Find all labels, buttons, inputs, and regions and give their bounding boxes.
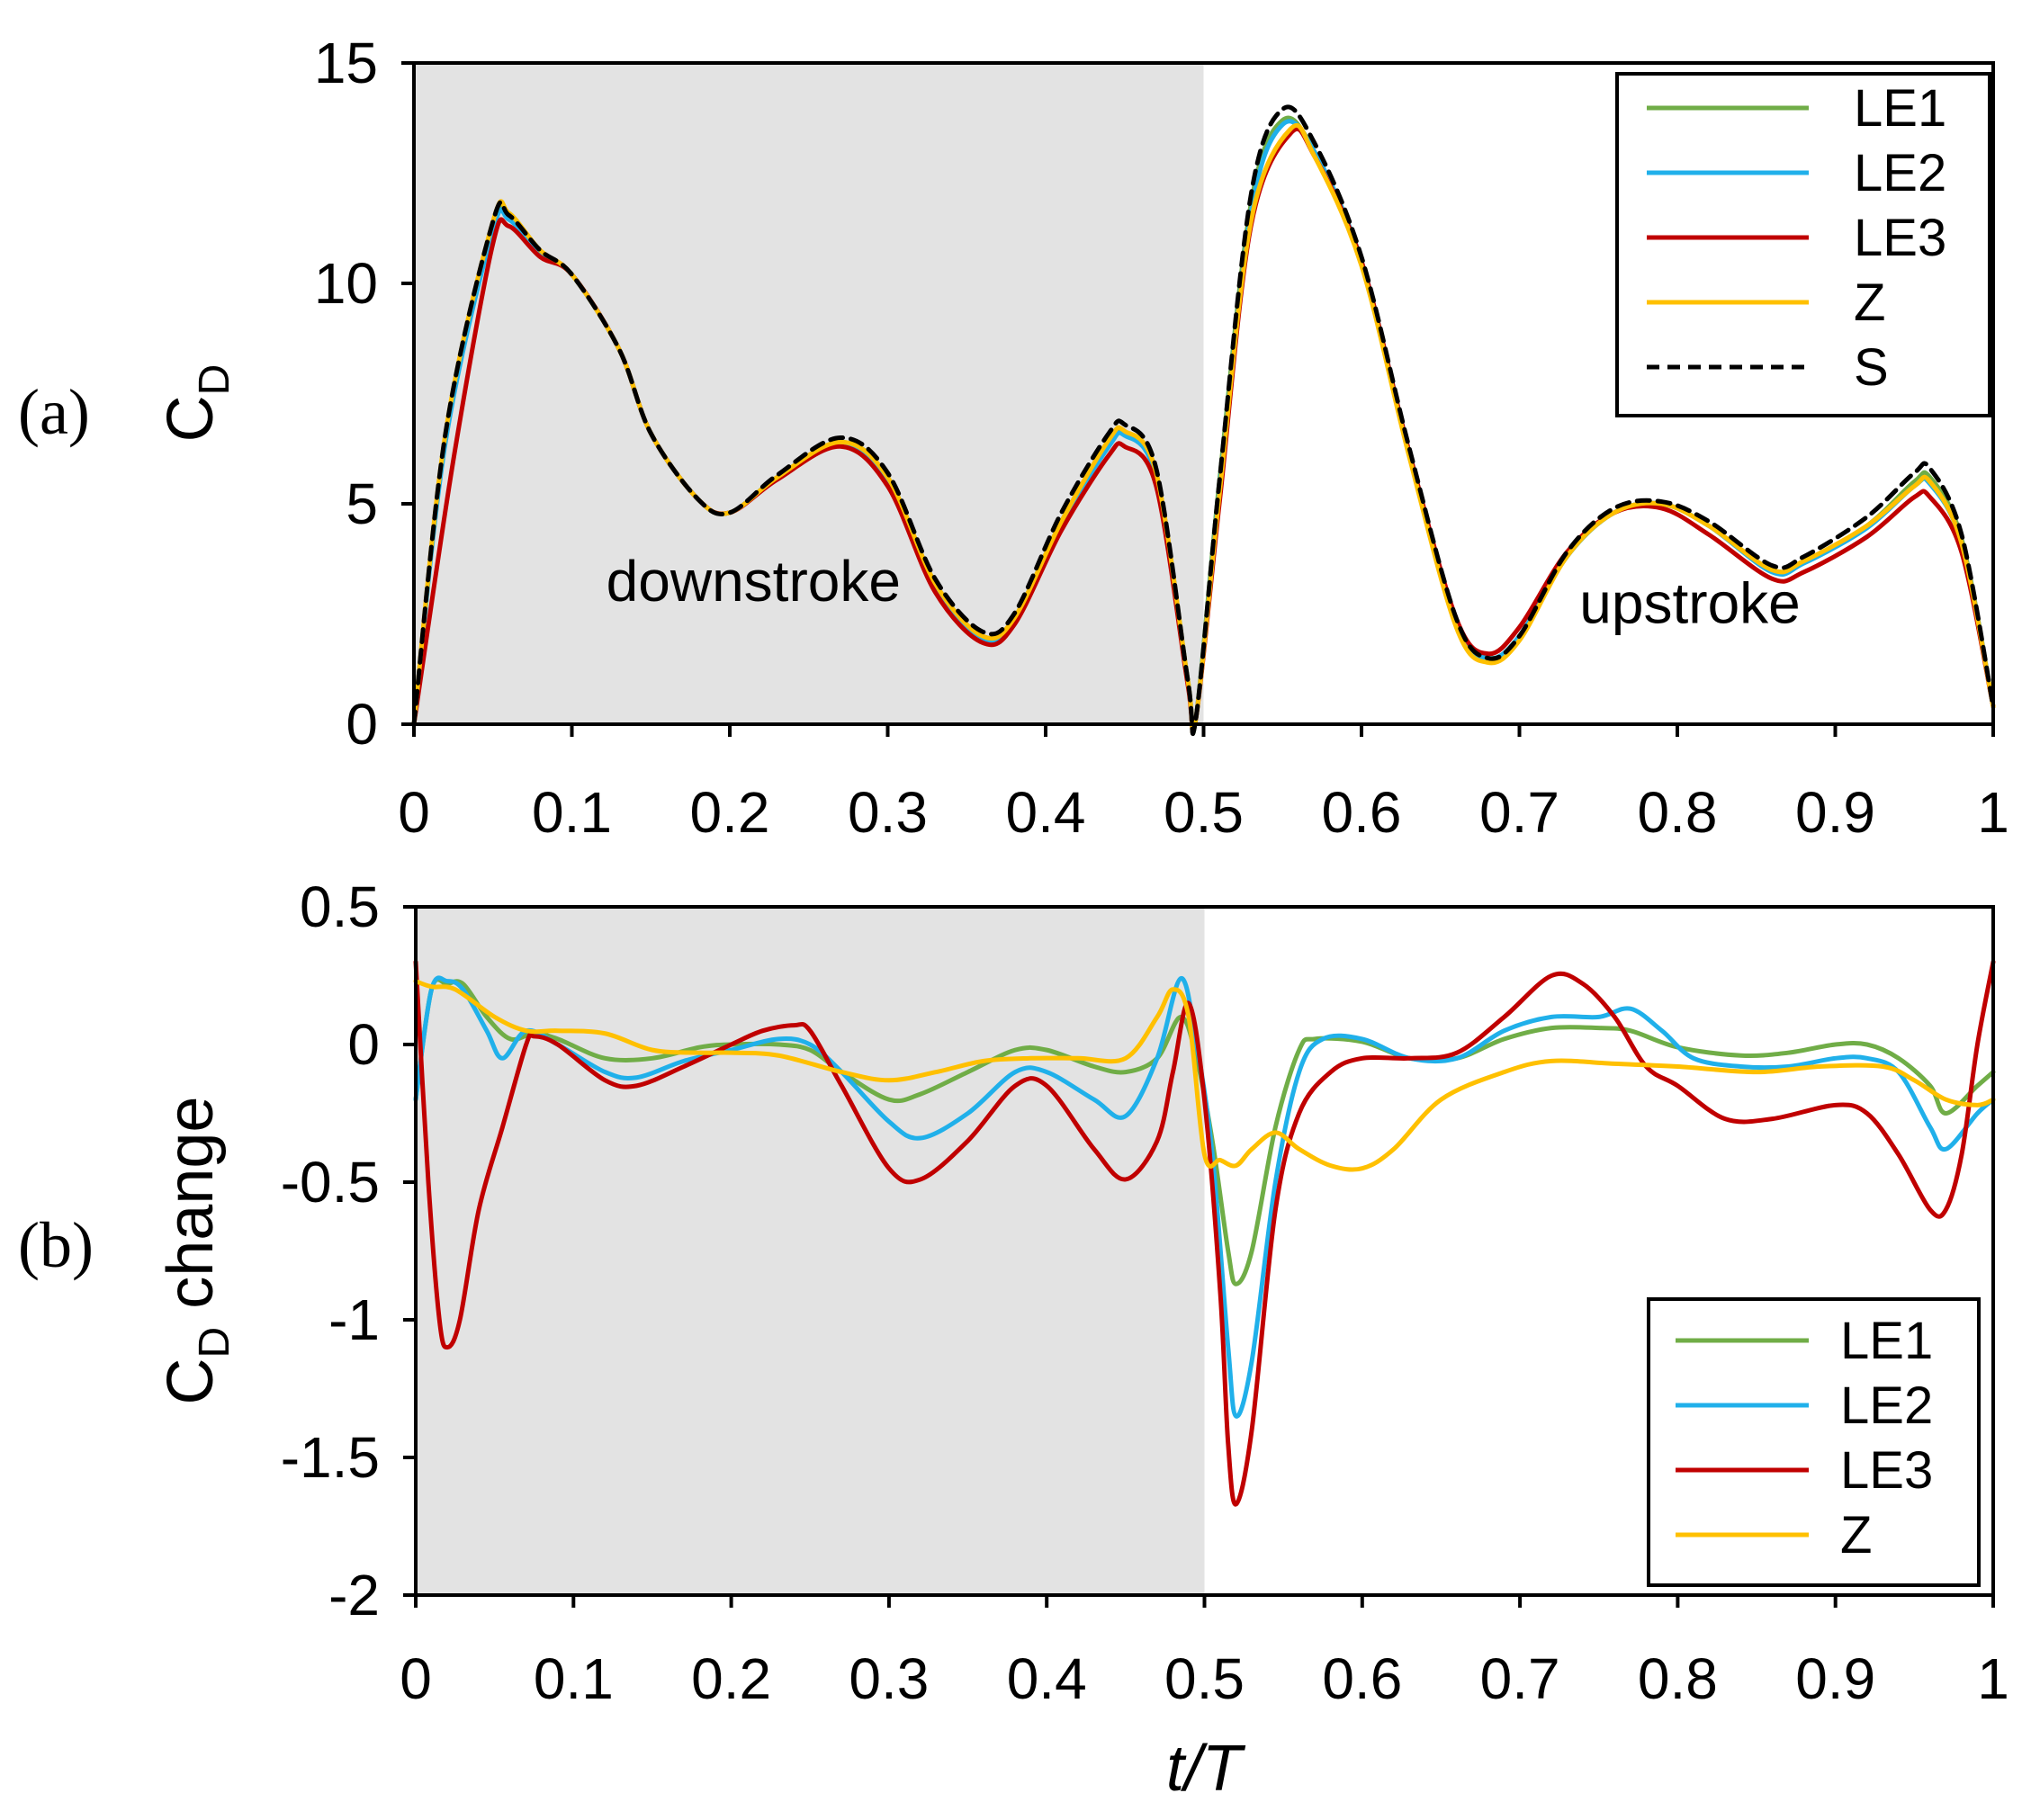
y-axis-title-b-sub: D: [191, 1327, 238, 1358]
y-tick-label-a: 0: [346, 692, 378, 757]
y-axis-title-b: CD change: [155, 1097, 238, 1405]
legend-label-le1-b: LE1: [1840, 1312, 1933, 1370]
x-tick-label-b: 0.6: [1322, 1646, 1402, 1711]
x-tick-label-b: 0.7: [1480, 1646, 1560, 1711]
y-tick-label-a: 10: [314, 251, 378, 316]
x-tick-label-a: 0: [398, 780, 430, 845]
x-tick-label-b: 0.5: [1164, 1646, 1245, 1711]
x-tick-label-a: 1: [1977, 780, 2009, 845]
x-tick-label-b: 0.4: [1007, 1646, 1087, 1711]
legend-label-le1-a: LE1: [1854, 79, 1946, 138]
y-tick-label-b: -1.5: [281, 1425, 380, 1490]
x-tick-label-a: 0.5: [1164, 780, 1244, 845]
x-tick-label-b: 0.1: [534, 1646, 614, 1711]
downstroke-shading-b: [416, 907, 1205, 1595]
x-tick-label-a: 0.1: [532, 780, 612, 845]
legend-label-z-b: Z: [1840, 1506, 1872, 1564]
panel-label-b: (b): [18, 1209, 94, 1281]
x-tick-label-a: 0.7: [1479, 780, 1559, 845]
x-tick-label-a: 0.4: [1006, 780, 1086, 845]
x-axis-title: t/T: [1166, 1733, 1246, 1805]
legend-a-box: [1615, 72, 1991, 417]
legend-label-le2-b: LE2: [1840, 1376, 1933, 1435]
y-axis-title-a-sub: D: [191, 364, 238, 396]
panel-b: 0 0.1 0.2 0.3 0.4 0.5 0.6 0.7 0.8 0.9 1 -2 -1.5 -1 -0.…: [18, 874, 2009, 1805]
x-tick-label-b: 0.8: [1638, 1646, 1718, 1711]
ticks-b: 0 0.1 0.2 0.3 0.4 0.5 0.6 0.7 0.8 0.9 1 -2 -1.5 -1 -0.…: [281, 874, 2009, 1711]
legend-label-le3-b: LE3: [1840, 1441, 1933, 1500]
x-tick-label-b: 0.9: [1795, 1646, 1875, 1711]
x-tick-label-a: 0.2: [690, 780, 770, 845]
y-axis-title-b-main: C: [155, 1358, 227, 1404]
x-tick-label-b: 0: [400, 1646, 432, 1711]
annotation-upstroke: upstroke: [1579, 570, 1800, 635]
legend-label-le3-a: LE3: [1854, 209, 1946, 267]
series-line-s-a: [411, 104, 1996, 737]
y-tick-label-a: 5: [346, 471, 378, 536]
series-group-a: [411, 104, 1996, 737]
series-line-le3-b: [413, 959, 1996, 1507]
x-tick-label-b: 1: [1977, 1646, 2009, 1711]
legend-label-s-a: S: [1854, 338, 1889, 397]
legend-b: LE1 LE2 LE3 Z: [1647, 1297, 1981, 1587]
x-tick-label-a: 0.8: [1638, 780, 1718, 845]
y-axis-title-a-main: C: [155, 395, 227, 442]
x-tick-label-a: 0.9: [1795, 780, 1875, 845]
y-tick-label-b: -2: [328, 1563, 380, 1627]
x-tick-label-a: 0.3: [848, 780, 928, 845]
legend-label-z-a: Z: [1854, 273, 1885, 332]
y-tick-label-b: 0: [347, 1012, 380, 1077]
legend-label-le2-a: LE2: [1854, 144, 1946, 202]
legend-b-entries: LE1 LE2 LE3 Z: [1676, 1312, 1933, 1564]
y-tick-label-b: -1: [328, 1287, 380, 1352]
y-axis-title-a: CD: [155, 364, 238, 443]
downstroke-shading: [414, 63, 1204, 724]
x-tick-label-b: 0.3: [849, 1646, 929, 1711]
legend-a-entries: LE1 LE2 LE3 ZS: [1647, 79, 1946, 397]
series-line-le2-b: [413, 975, 1996, 1419]
panel-label-a: (a): [18, 376, 90, 448]
legend-b-box: [1647, 1297, 1981, 1587]
series-group-b: [413, 959, 1996, 1507]
x-tick-label-a: 0.6: [1322, 780, 1402, 845]
y-axis-title-b-suffix: change: [155, 1097, 227, 1327]
legend-a: LE1 LE2 LE3 ZS: [1615, 72, 1991, 417]
y-tick-label-a: 15: [314, 31, 378, 95]
series-line-z-b: [413, 979, 1996, 1172]
x-tick-label-b: 0.2: [691, 1646, 771, 1711]
annotation-downstroke: downstroke: [607, 549, 901, 614]
y-tick-label-b: -0.5: [281, 1150, 380, 1215]
y-tick-label-b: 0.5: [300, 874, 380, 939]
